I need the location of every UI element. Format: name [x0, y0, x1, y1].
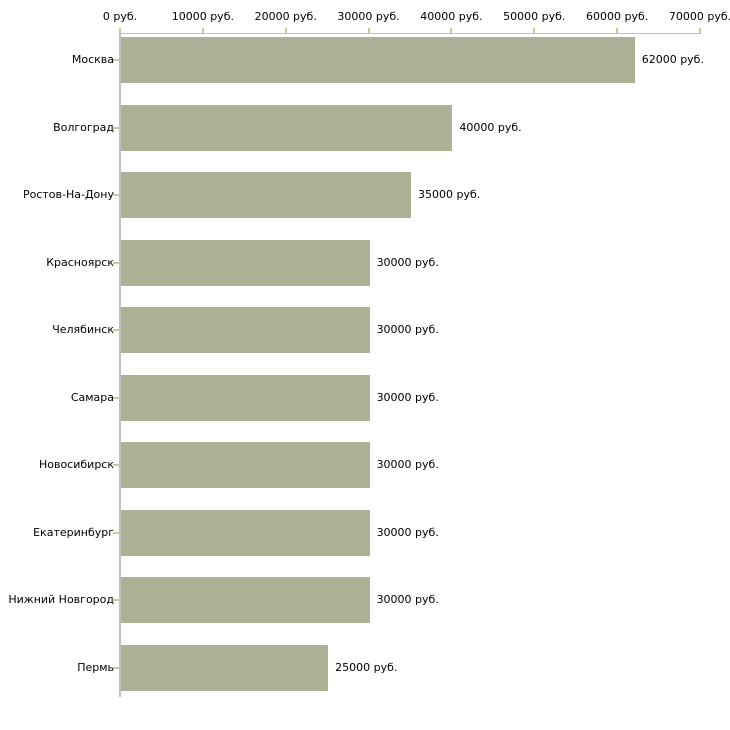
- bar: [121, 509, 370, 556]
- x-axis-tick-label: 50000 руб.: [503, 10, 566, 23]
- x-axis-tick-mark: [533, 28, 536, 34]
- y-axis-tick-mark: [113, 261, 119, 264]
- value-label: 25000 руб.: [335, 660, 398, 674]
- category-label: Самара: [70, 390, 114, 404]
- category-label: Волгоград: [53, 120, 114, 134]
- x-axis-tick-mark: [119, 28, 121, 34]
- category-label: Новосибирск: [38, 458, 114, 471]
- y-axis-tick-mark: [113, 599, 119, 601]
- value-label: 30000 руб.: [376, 323, 439, 336]
- bar: [121, 239, 370, 286]
- x-axis-line: [120, 33, 701, 34]
- x-axis-tick-label: 60000 руб.: [586, 10, 649, 23]
- x-axis-tick-mark: [616, 28, 619, 34]
- value-label: 35000 руб.: [418, 188, 481, 201]
- category-label: Красноярск: [46, 255, 114, 269]
- y-axis-tick-mark: [113, 194, 119, 196]
- x-axis-tick-mark: [450, 28, 453, 34]
- category-label: Ростов-На-Дону: [22, 188, 114, 201]
- x-axis-tick-label: 0 руб.: [102, 10, 138, 23]
- y-axis-tick-mark: [113, 464, 119, 466]
- y-axis-tick-mark: [113, 59, 119, 61]
- value-label: 62000 руб.: [641, 53, 704, 66]
- value-label: 30000 руб.: [376, 458, 439, 471]
- y-axis-tick-mark: [113, 396, 119, 399]
- y-axis-tick-mark: [113, 329, 119, 331]
- category-label: Екатеринбург: [33, 525, 114, 539]
- x-axis-tick-mark: [699, 28, 701, 34]
- value-label: 40000 руб.: [459, 120, 522, 134]
- y-axis-tick-mark: [113, 531, 119, 534]
- x-axis-tick-label: 30000 руб.: [337, 10, 400, 23]
- x-axis-tick-mark: [284, 28, 287, 34]
- bar: [121, 644, 329, 691]
- bar: [121, 577, 370, 623]
- bar: [121, 104, 453, 151]
- y-axis-line: [119, 33, 121, 697]
- value-label: 30000 руб.: [376, 255, 439, 269]
- y-axis-tick-mark: [113, 666, 119, 669]
- bar: [121, 442, 370, 488]
- x-axis-tick-label: 70000 руб.: [668, 10, 730, 23]
- category-label: Москва: [71, 53, 114, 66]
- bar: [121, 37, 635, 83]
- bar: [121, 307, 370, 353]
- x-axis-tick-label: 40000 руб.: [420, 10, 483, 23]
- x-axis-tick-label: 10000 руб.: [171, 10, 234, 23]
- category-label: Нижний Новгород: [8, 593, 114, 606]
- x-axis-tick-mark: [367, 28, 370, 34]
- value-label: 30000 руб.: [376, 390, 439, 404]
- bar: [121, 374, 370, 421]
- x-axis-tick-label: 20000 руб.: [254, 10, 317, 23]
- category-label: Челябинск: [52, 323, 114, 336]
- y-axis-tick-mark: [113, 126, 119, 129]
- bar: [121, 172, 411, 218]
- category-label: Пермь: [77, 660, 114, 674]
- value-label: 30000 руб.: [376, 525, 439, 539]
- value-label: 30000 руб.: [376, 593, 439, 606]
- x-axis-tick-mark: [201, 28, 204, 34]
